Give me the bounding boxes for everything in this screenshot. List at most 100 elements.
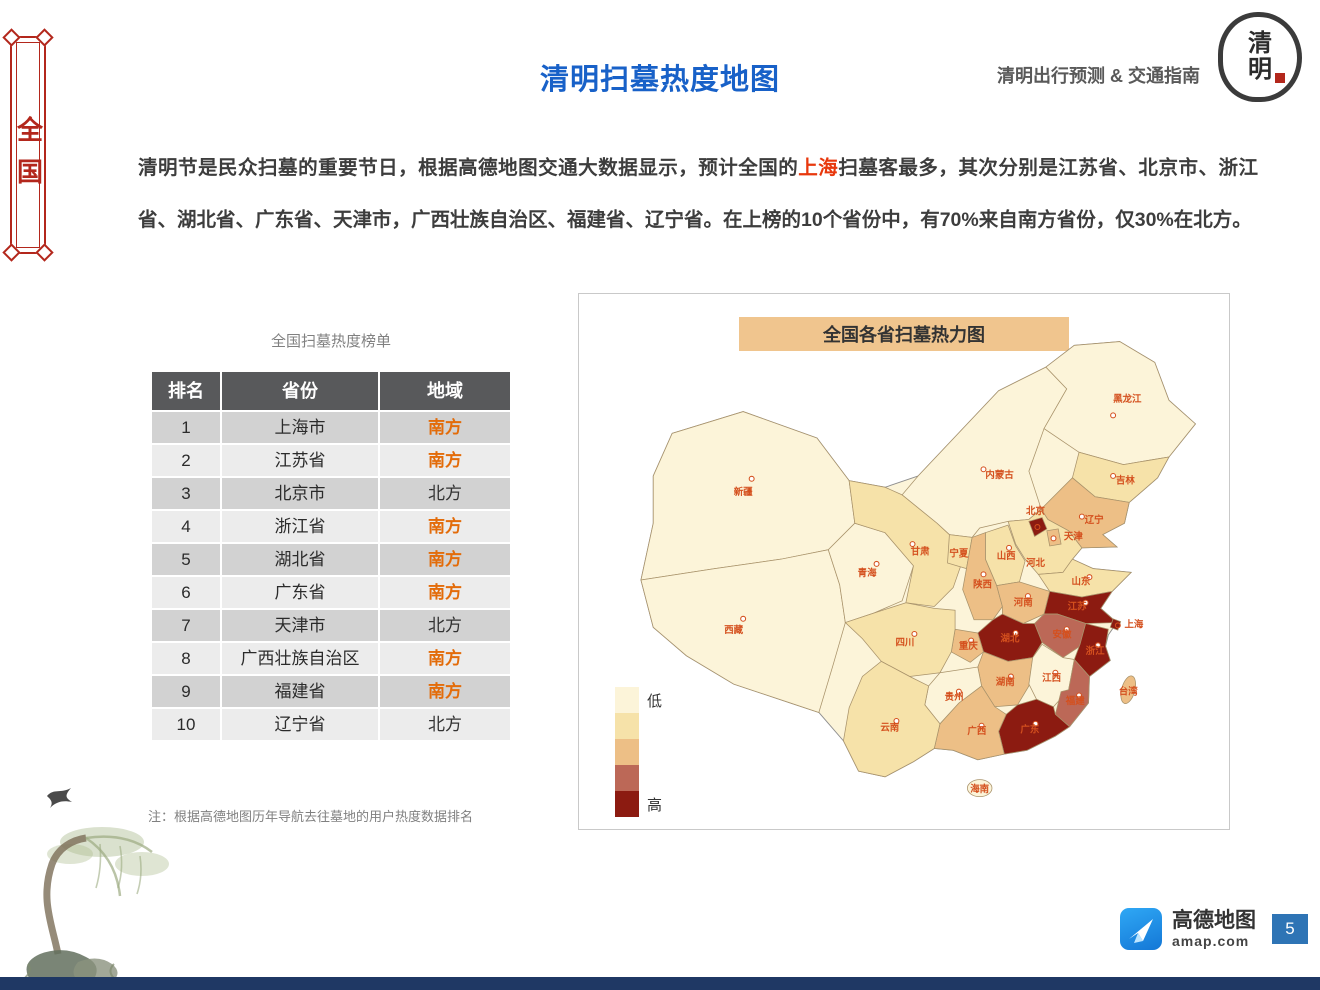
rank-cell: 3 (152, 478, 220, 509)
province-cell: 天津市 (220, 610, 378, 641)
province-label: 河北 (1026, 557, 1045, 569)
city-marker-icon (1034, 524, 1041, 530)
rank-cell: 10 (152, 709, 220, 740)
province-zhejiang (1073, 623, 1111, 678)
province-cell: 广西壮族自治区 (220, 643, 378, 674)
rank-cell: 6 (152, 577, 220, 608)
brand-name: 高德地图 (1172, 908, 1256, 932)
province-label: 山西 (997, 550, 1016, 562)
city-marker-icon (1006, 544, 1013, 551)
province-taiwan (1120, 675, 1136, 704)
city-marker-icon (873, 560, 880, 567)
rank-cell: 1 (152, 412, 220, 443)
logo-char-top: 清 (1248, 31, 1272, 57)
province-label: 吉林 (1116, 474, 1135, 486)
rank-cell: 5 (152, 544, 220, 575)
province-label: 湖南 (996, 676, 1015, 688)
city-marker-icon (1012, 630, 1019, 636)
city-marker-icon (1094, 642, 1101, 649)
city-marker-icon (1110, 412, 1117, 419)
section-banner: 全国 (2, 28, 54, 262)
page-title: 清明扫墓热度地图 (539, 64, 780, 96)
footer-brand: 高德地图 amap.com (1120, 908, 1256, 950)
table-row: 7 天津市 北方 (152, 610, 510, 641)
region-cell: 南方 (378, 577, 510, 608)
legend-item: 高 (615, 791, 662, 817)
region-cell: 南方 (378, 544, 510, 575)
city-marker-icon (1052, 669, 1059, 676)
province-hebei (1007, 508, 1083, 575)
city-marker-icon (911, 630, 918, 637)
bird-icon (47, 788, 72, 808)
table-row: 4 浙江省 南方 (152, 511, 510, 542)
province-cell: 上海市 (220, 412, 378, 443)
province-cell: 湖北省 (220, 544, 378, 575)
intro-text-1: 清明节是民众扫墓的重要节日，根据高德地图交通大数据显示，预计全国的 (138, 157, 799, 179)
province-label: 浙江 (1086, 645, 1105, 657)
city-marker-icon (893, 717, 900, 724)
rank-cell: 7 (152, 610, 220, 641)
city-marker-icon (909, 541, 916, 548)
province-label: 上海 (1124, 618, 1143, 630)
province-label: 新疆 (734, 486, 753, 498)
region-cell: 南方 (378, 445, 510, 476)
region-cell: 南方 (378, 643, 510, 674)
province-label: 天津 (1064, 530, 1083, 542)
rank-table-header: 排名 省份 地域 (152, 372, 510, 410)
province-label: 云南 (880, 721, 899, 733)
province-label: 北京 (1026, 505, 1045, 517)
province-label: 贵州 (945, 691, 964, 703)
legend-swatch (615, 765, 639, 791)
legend-item: 低 (615, 687, 662, 713)
province-yunnan (843, 660, 941, 778)
section-label: 全国 (13, 116, 43, 200)
province-label: 江苏 (1068, 600, 1087, 612)
qingming-ink-logo: 清 明 (1218, 12, 1302, 102)
table-row: 6 广东省 南方 (152, 577, 510, 608)
heatmap-title: 全国各省扫墓热力图 (739, 317, 1069, 351)
region-cell: 南方 (378, 412, 510, 443)
region-cell: 南方 (378, 676, 510, 707)
legend-swatch (615, 687, 639, 713)
province-label: 安徽 (1053, 629, 1072, 641)
city-marker-icon (980, 466, 987, 473)
heatmap-panel: 全国各省扫墓热力图 (578, 293, 1230, 830)
amap-logo-icon (1120, 908, 1162, 950)
province-heilongjiang (1043, 341, 1196, 465)
col-header-province: 省份 (220, 372, 378, 410)
banner-frame: 全国 (14, 42, 43, 248)
city-marker-icon (1110, 472, 1117, 479)
province-cell: 福建省 (220, 676, 378, 707)
province-hainan (967, 779, 993, 798)
province-cell: 辽宁省 (220, 709, 378, 740)
province-label: 西藏 (724, 624, 743, 636)
province-label: 陕西 (973, 579, 992, 591)
region-cell: 北方 (378, 610, 510, 641)
province-label: 广西 (967, 725, 986, 737)
rank-table-body: 1 上海市 南方 2 江苏省 南方 3 北京市 北方 4 浙江省 南方 5 湖北省 南方 6 广东省 南方 7 天津市… (152, 412, 510, 740)
province-label: 广东 (1020, 723, 1039, 735)
province-label: 辽宁 (1085, 514, 1104, 526)
city-marker-icon (1032, 720, 1039, 727)
legend-swatch (615, 739, 639, 765)
province-fujian (1054, 658, 1090, 728)
rank-cell: 2 (152, 445, 220, 476)
province-henan (996, 581, 1051, 624)
city-marker-icon (1076, 692, 1083, 699)
province-label: 青海 (858, 567, 877, 579)
city-marker-icon (978, 722, 985, 729)
tree-painting (19, 827, 169, 984)
province-label: 海南 (970, 783, 989, 795)
city-marker-icon (1063, 626, 1070, 633)
province-label: 四川 (895, 637, 914, 648)
table-footnote: 注：根据高德地图历年导航去往墓地的用户热度数据排名 (148, 809, 474, 824)
province-label: 福建 (1065, 695, 1085, 707)
brand-text: 高德地图 amap.com (1172, 909, 1256, 949)
rank-cell: 4 (152, 511, 220, 542)
city-marker-icon (740, 615, 747, 622)
province-sichuan (844, 602, 956, 677)
province-cell: 浙江省 (220, 511, 378, 542)
rank-cell: 9 (152, 676, 220, 707)
region-cell: 北方 (378, 709, 510, 740)
